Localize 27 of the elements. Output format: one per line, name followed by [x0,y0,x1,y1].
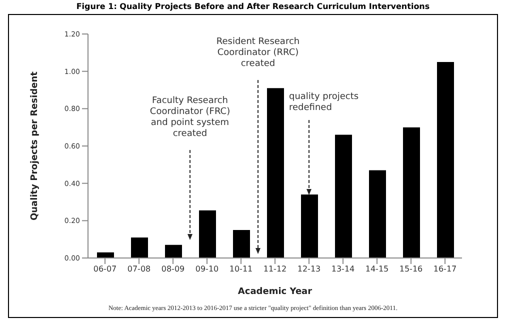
annotation: Faculty Research Coordinator (FRC) and point system created [150,96,230,139]
bar [233,230,250,258]
chart-title: Figure 1: Quality Projects Before and After Research Curriculum Interventions [75,2,431,11]
x-tick-label: 11-12 [263,264,287,274]
x-tick-label: 09-10 [195,264,219,274]
x-tick-label: 13-14 [331,264,355,274]
x-tick-label: 16-17 [433,264,457,274]
x-tick-label: 06-07 [93,264,117,274]
bar [267,88,284,258]
bar [335,134,352,258]
x-tick-label: 08-09 [161,264,185,274]
bar [403,127,420,258]
x-tick-label: 12-13 [297,264,321,274]
bar [131,237,148,258]
x-tick-label: 14-15 [365,264,389,274]
y-axis-title: Quality Projects per Resident [30,70,40,220]
x-tick-label: 15-16 [399,264,423,274]
bar [369,170,386,258]
bar [199,210,216,258]
bar [301,194,318,258]
bar [437,62,454,258]
x-tick-label: 10-11 [229,264,253,274]
bar [165,244,182,258]
annotation: Resident Research Coordinator (RRC) created [216,37,300,69]
x-tick-label: 07-08 [127,264,151,274]
annotation: quality projects redefined [289,92,359,113]
x-axis-title: Academic Year [238,287,313,297]
